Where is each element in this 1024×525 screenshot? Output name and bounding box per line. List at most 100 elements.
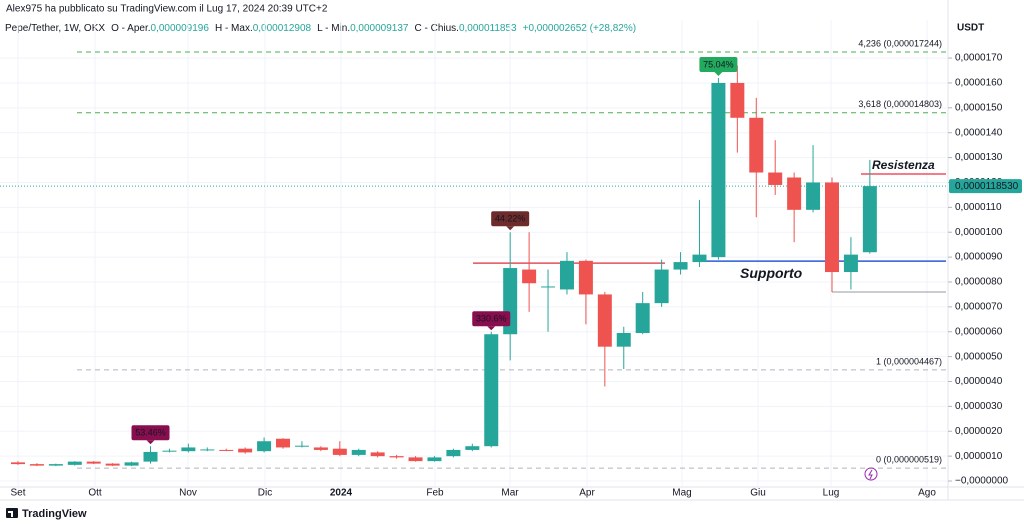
candle-body bbox=[806, 182, 821, 210]
badge: 330.6% bbox=[472, 311, 511, 331]
x-tick-label: Giu bbox=[750, 488, 766, 499]
x-tick-label: Apr bbox=[579, 488, 595, 499]
x-tick-label: Ott bbox=[88, 488, 102, 499]
candle-body bbox=[219, 449, 234, 451]
event-icon bbox=[868, 469, 873, 480]
candle-body bbox=[86, 461, 101, 464]
y-tick-label: 0,0000100 bbox=[955, 227, 1003, 238]
footer: TradingView bbox=[22, 508, 87, 520]
candle-body bbox=[124, 462, 139, 466]
change: +0,000002652 (+28,82%) bbox=[523, 23, 636, 34]
badge-pointer bbox=[487, 326, 496, 331]
legend-label: H - Max. bbox=[215, 23, 253, 34]
legend-value: 0,000011853 bbox=[459, 23, 517, 34]
candle-body bbox=[843, 254, 858, 273]
y-tick-label: 0,0000130 bbox=[955, 152, 1003, 163]
candle-body bbox=[143, 451, 158, 462]
x-tick-label: Lug bbox=[823, 488, 840, 499]
footer-logo bbox=[6, 508, 18, 518]
y-unit: USDT bbox=[957, 23, 984, 34]
candle-body bbox=[332, 448, 347, 455]
candle-body bbox=[824, 182, 839, 273]
badge: 44.22% bbox=[491, 211, 530, 231]
candle-body bbox=[257, 441, 272, 452]
x-tick-label: Nov bbox=[179, 488, 197, 499]
candle-body bbox=[862, 186, 877, 253]
x-tick-label: Feb bbox=[426, 488, 444, 499]
x-tick-label: Dic bbox=[258, 488, 272, 499]
header: Alex975 ha pubblicato su TradingView.com… bbox=[6, 4, 328, 15]
badge-pointer bbox=[714, 71, 723, 76]
badge-label: 53.46% bbox=[135, 428, 166, 438]
badge-pointer bbox=[146, 440, 155, 445]
candle-body bbox=[238, 448, 253, 453]
y-tick-label: 0,0000110 bbox=[955, 202, 1002, 213]
candle-body bbox=[181, 447, 196, 452]
badge-box bbox=[491, 211, 530, 227]
candle-body bbox=[294, 445, 309, 447]
candle-body bbox=[200, 449, 215, 451]
y-tick-label: 0,0000080 bbox=[955, 277, 1003, 288]
candle-body bbox=[313, 447, 328, 450]
x-tick-label: Mar bbox=[501, 488, 519, 499]
candle-body bbox=[105, 463, 120, 466]
candle-body bbox=[276, 438, 291, 448]
candle-body bbox=[11, 462, 25, 465]
candle-body bbox=[29, 464, 44, 466]
level-label: Resistenza bbox=[872, 158, 935, 172]
y-tick-label: 0,0000040 bbox=[955, 376, 1003, 387]
legend-value: 0,000009196 bbox=[151, 23, 210, 34]
candle-body bbox=[711, 82, 726, 258]
badge-label: 330.6% bbox=[476, 314, 507, 324]
fib-label: 1 (0,000004467) bbox=[876, 356, 942, 366]
candle-body bbox=[616, 332, 631, 347]
badge-box bbox=[472, 311, 511, 327]
candle-body bbox=[541, 286, 556, 288]
y-tick-label: 0,0000050 bbox=[955, 351, 1003, 362]
legend-label: O - Aper. bbox=[111, 23, 150, 34]
candle-body bbox=[67, 461, 82, 465]
y-tick-label: 0,0000020 bbox=[955, 426, 1003, 437]
candle-body bbox=[768, 172, 783, 185]
y-tick-label: 0,0000160 bbox=[955, 78, 1003, 89]
candle-body bbox=[787, 177, 802, 210]
candle-body bbox=[427, 457, 442, 462]
event-icon bbox=[864, 467, 878, 481]
y-tick-label: 0,0000090 bbox=[955, 252, 1003, 263]
info-line: Pepe/Tether, 1W, OKX O - Aper.0,000009196… bbox=[5, 23, 636, 34]
x-tick-label: Ago bbox=[918, 488, 936, 499]
badge-label: 75.04% bbox=[703, 59, 734, 69]
candle-body bbox=[522, 269, 537, 284]
candle-body bbox=[749, 117, 764, 173]
badge-box bbox=[131, 425, 170, 441]
y-tick-label: 0,0000150 bbox=[955, 102, 1003, 113]
level-label: Supporto bbox=[740, 265, 803, 281]
candle-body bbox=[730, 82, 745, 118]
x-tick-label: Set bbox=[10, 488, 25, 499]
y-tick-label: 0,0000060 bbox=[955, 326, 1003, 337]
y-tick-label: −0,0000000 bbox=[955, 476, 1009, 487]
y-tick-label: 0,0000030 bbox=[955, 401, 1003, 412]
price-tag bbox=[949, 179, 1022, 194]
y-tick-label: 0,0000140 bbox=[955, 127, 1003, 138]
candle-body bbox=[673, 262, 688, 270]
legend-label: C - Chius. bbox=[415, 23, 459, 34]
badge-pointer bbox=[506, 226, 515, 231]
candle-body bbox=[370, 452, 385, 457]
y-tick-label: 0,0000070 bbox=[955, 302, 1003, 313]
legend-value: 0,000012908 bbox=[253, 23, 312, 34]
candle-body bbox=[559, 260, 574, 290]
legend-label: L - Min. bbox=[317, 23, 350, 34]
candle-body bbox=[162, 450, 177, 452]
candle-body bbox=[48, 464, 63, 466]
x-tick-label: Mag bbox=[672, 488, 691, 499]
y-tick-label: 0,0000170 bbox=[955, 53, 1003, 64]
candle-body bbox=[389, 456, 404, 458]
fib-label: 4,236 (0,000017244) bbox=[858, 38, 942, 48]
candle-body bbox=[484, 334, 499, 447]
y-tick-label: 0,0000010 bbox=[955, 451, 1003, 462]
badge-label: 44.22% bbox=[495, 214, 526, 224]
legend-value: 0,000009137 bbox=[350, 23, 409, 34]
